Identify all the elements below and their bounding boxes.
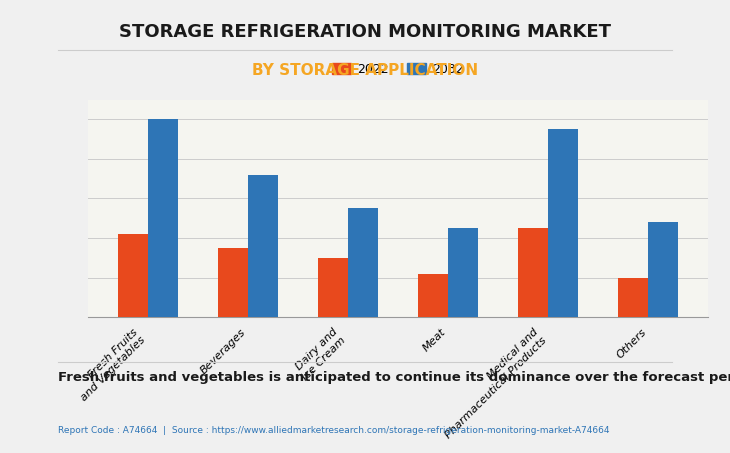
Bar [448,228,478,317]
Bar [318,258,347,317]
Bar [218,248,247,317]
Text: Report Code : A74664  |  Source : https://www.alliedmarketresearch.com/storage-r: Report Code : A74664 | Source : https://… [58,426,610,435]
Bar [247,175,277,317]
Bar [118,234,147,317]
Bar [418,274,448,317]
Legend: 2022, 2032: 2022, 2032 [327,58,469,81]
Bar [648,222,678,317]
Bar [347,208,378,317]
Text: BY STORAGE APPLICATION: BY STORAGE APPLICATION [252,63,478,78]
Bar [147,120,177,317]
Bar [618,278,648,317]
Text: Fresh fruits and vegetables is anticipated to continue its dominance over the fo: Fresh fruits and vegetables is anticipat… [58,371,730,385]
Text: STORAGE REFRIGERATION MONITORING MARKET: STORAGE REFRIGERATION MONITORING MARKET [119,23,611,41]
Bar [518,228,548,317]
Bar [548,129,578,317]
